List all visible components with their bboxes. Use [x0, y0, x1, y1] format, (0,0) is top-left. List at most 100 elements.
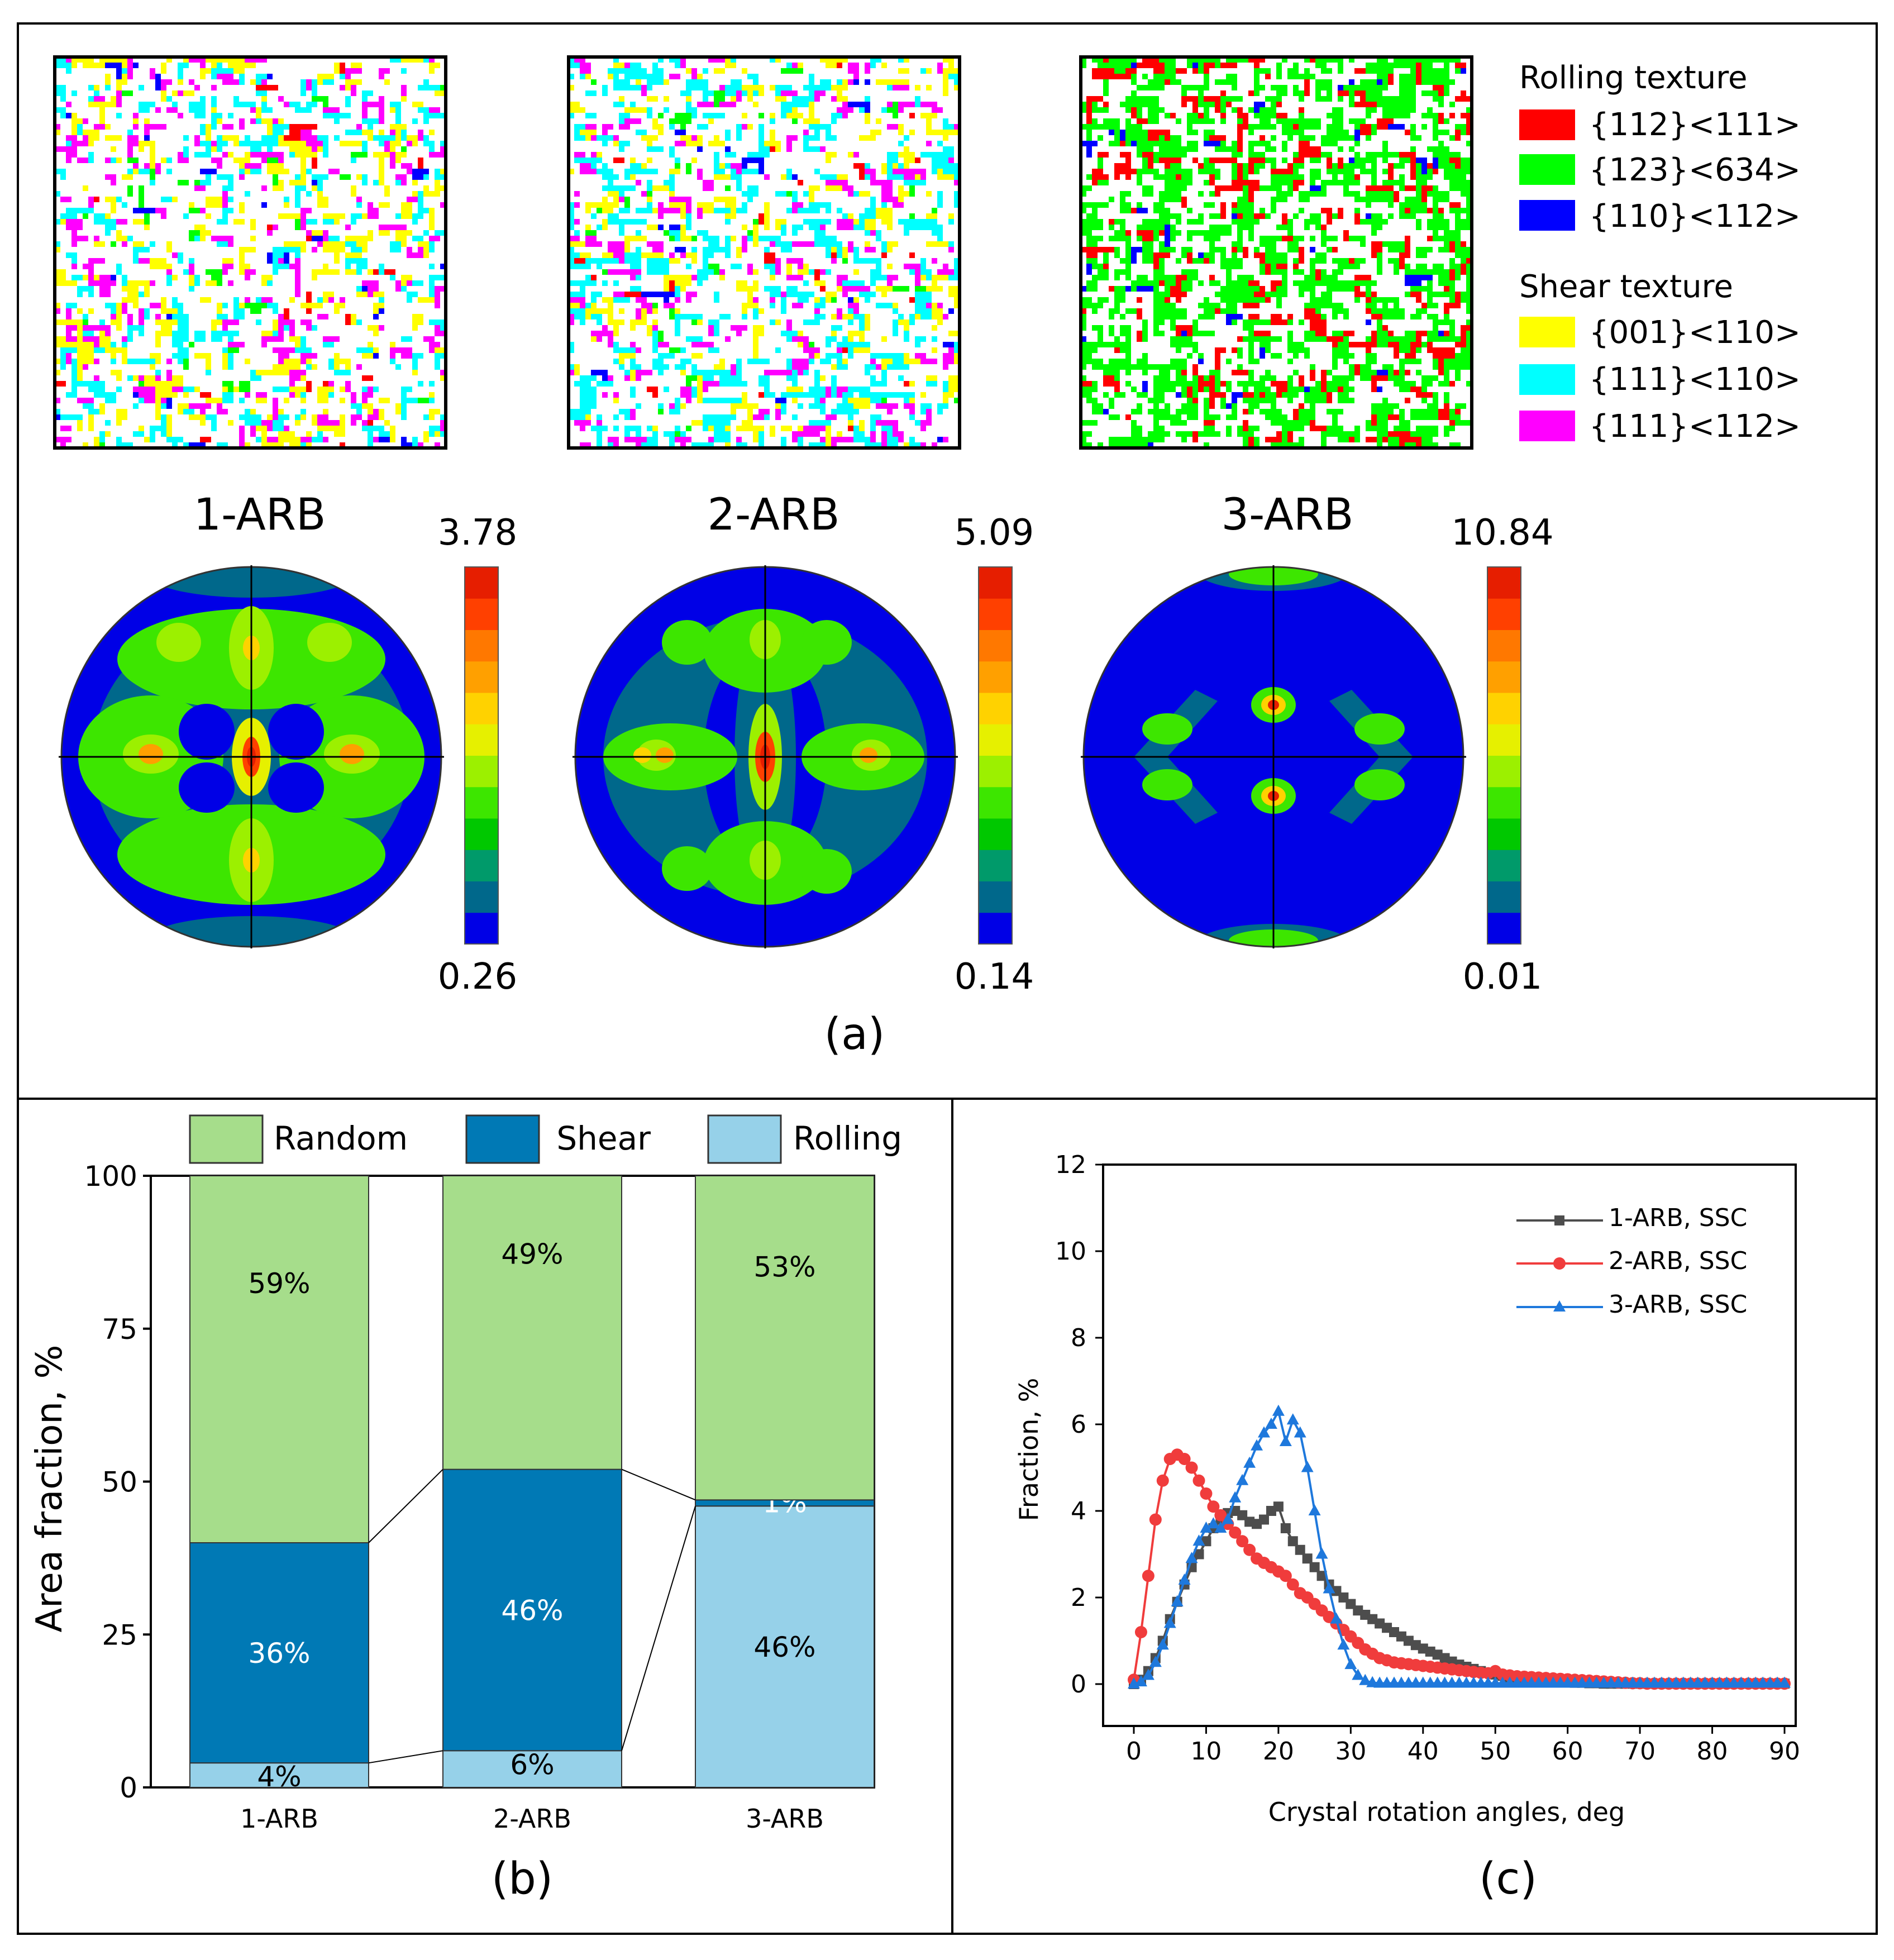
y-tick-label: 12	[1055, 1151, 1086, 1179]
x-tick-label: 80	[1697, 1737, 1728, 1766]
data-point	[1229, 1526, 1242, 1539]
data-point	[1359, 1673, 1372, 1685]
y-axis-label-b: Area fraction, %	[29, 1345, 70, 1633]
x-tick-label: 20	[1263, 1737, 1294, 1766]
panel-b-stacked-bar-chart: Random Shear Rolling Area fraction, % (b…	[29, 1114, 902, 1904]
y-tick-label: 4	[1071, 1497, 1086, 1525]
data-point	[1309, 1562, 1320, 1572]
data-point	[1178, 1573, 1191, 1585]
x-tick-label: 10	[1190, 1737, 1222, 1766]
legend-swatch-112-111	[1519, 109, 1575, 140]
data-point	[1236, 1473, 1249, 1485]
data-point	[1134, 1675, 1147, 1687]
colorbar-segment	[979, 786, 1012, 819]
colorbar-segment	[1487, 786, 1521, 819]
legend-rolling-title: Rolling texture	[1519, 60, 1747, 96]
colorbar-segment	[465, 850, 498, 881]
data-point	[1316, 1571, 1327, 1581]
colorbar-2-arb	[978, 566, 1013, 945]
legend-swatch-111-112	[1519, 411, 1575, 441]
colorbar-1-arb	[464, 566, 499, 945]
x-tick-label: 90	[1769, 1737, 1800, 1766]
bar-segment-random	[442, 1175, 622, 1470]
colorbar-min-1: 0.26	[438, 956, 518, 998]
x-tick-label: 2-ARB	[493, 1804, 571, 1834]
colorbar-segment	[465, 912, 498, 945]
data-point	[1344, 1658, 1357, 1670]
colorbar-max-2: 5.09	[955, 512, 1034, 554]
colorbar-segment	[1487, 567, 1521, 599]
data-point	[1156, 1474, 1169, 1487]
colorbar-segment	[465, 630, 498, 662]
colorbar-segment	[1487, 724, 1521, 756]
legend-shear-label: Shear	[556, 1119, 651, 1157]
x-tick-label: 30	[1335, 1737, 1366, 1766]
colorbar-segment	[1487, 818, 1521, 850]
x-tick-label: 0	[1126, 1737, 1142, 1766]
data-point	[1142, 1570, 1154, 1582]
y-tick-label: 8	[1071, 1324, 1086, 1352]
data-point	[1214, 1522, 1227, 1533]
bar-segment-shear	[189, 1542, 369, 1764]
colorbar-segment	[1487, 693, 1521, 724]
data-point	[1200, 1522, 1213, 1533]
colorbar-segment	[465, 567, 498, 599]
y-tick-label: 10	[1055, 1237, 1086, 1266]
y-axis-label-c: Fraction, %	[1014, 1378, 1044, 1522]
texture-map-3-arb	[1081, 57, 1472, 448]
bar-segment-random	[189, 1175, 369, 1543]
data-point	[1142, 1668, 1154, 1680]
data-point	[1273, 1501, 1284, 1512]
colorbar-segment	[979, 912, 1012, 945]
legend-rolling-label: Rolling	[793, 1119, 902, 1157]
colorbar-segment	[1487, 661, 1521, 693]
data-point	[1178, 1453, 1191, 1465]
data-point	[1200, 1487, 1213, 1500]
bar-data-label: 36%	[248, 1637, 310, 1670]
colorbar-frame	[1487, 566, 1521, 945]
bar-data-label: 46%	[753, 1631, 815, 1663]
colorbar-segment	[1487, 912, 1521, 945]
data-point	[1272, 1404, 1285, 1416]
texture-pixels	[569, 57, 960, 448]
data-point	[1192, 1474, 1205, 1487]
bar-segment-rolling	[695, 1505, 875, 1789]
data-point	[1778, 1676, 1791, 1688]
data-point	[1265, 1418, 1277, 1429]
legend-label-110-112: {110}<112>	[1589, 198, 1801, 235]
texture-map-frame-3	[1079, 55, 1473, 450]
x-tick-label: 40	[1408, 1737, 1439, 1766]
data-point	[1259, 1514, 1269, 1525]
legend-swatch-b	[707, 1114, 782, 1164]
panel-a: Rolling texture {112}<111> {123}<634> {1…	[53, 55, 1801, 1060]
data-point	[1279, 1435, 1292, 1446]
legend-series-1: 1-ARB, SSC	[1609, 1204, 1747, 1232]
sample-title-1: 1-ARB	[193, 490, 326, 540]
colorbar-segment	[1487, 881, 1521, 913]
y-tick-label: 0	[120, 1772, 137, 1804]
legend-label-123-634: {123}<634>	[1589, 152, 1801, 188]
data-point	[1134, 1626, 1147, 1638]
x-tick-label: 50	[1480, 1737, 1511, 1766]
texture-map-frame-1	[53, 55, 447, 450]
data-point	[1194, 1549, 1204, 1560]
data-point	[1214, 1509, 1227, 1522]
data-point	[1295, 1544, 1305, 1555]
legend-swatch-110-112	[1519, 200, 1575, 231]
data-point	[1337, 1638, 1350, 1650]
data-point	[1301, 1461, 1314, 1472]
data-point	[1308, 1504, 1321, 1515]
series-2	[1128, 1448, 1791, 1690]
colorbar-segment	[979, 724, 1012, 756]
colorbar-segment	[465, 693, 498, 724]
sample-title-3: 3-ARB	[1221, 490, 1353, 540]
colorbar-frame	[978, 566, 1013, 945]
bar-connector-line	[621, 1468, 696, 1501]
colorbar-segment	[465, 881, 498, 913]
y-tick-label: 25	[102, 1619, 137, 1651]
bar-data-label: 46%	[501, 1594, 563, 1627]
series-line	[1133, 1453, 1785, 1685]
y-tick-label: 75	[102, 1313, 137, 1346]
data-point	[1287, 1536, 1298, 1547]
